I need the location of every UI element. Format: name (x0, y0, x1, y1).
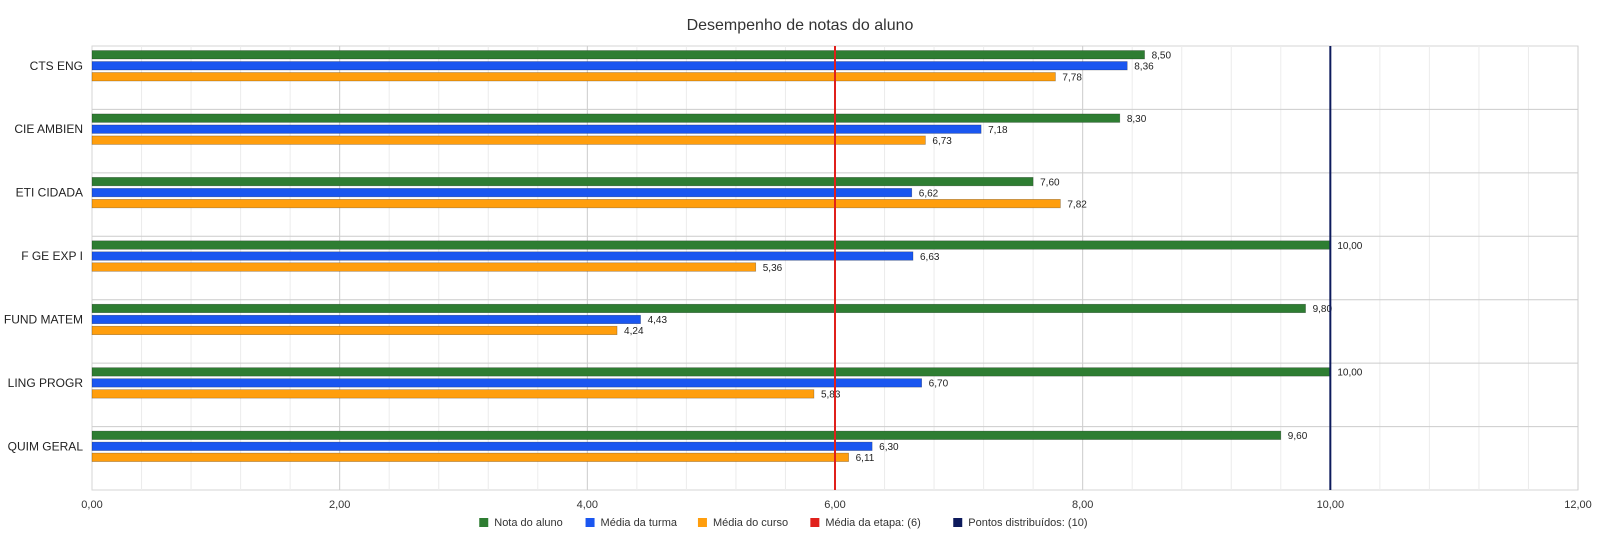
bar-media-curso (91, 389, 815, 399)
legend-label: Média da turma (601, 517, 678, 529)
legend-swatch (697, 518, 707, 527)
category-label: CTS ENG (30, 59, 83, 73)
x-tick-label: 10,00 (1317, 499, 1345, 511)
legend-label: Média do curso (713, 517, 788, 529)
data-label: 10,00 (1337, 241, 1362, 252)
category-label: LING PROGR (8, 376, 84, 390)
data-label: 6,62 (919, 188, 939, 199)
data-label: 7,18 (988, 125, 1008, 136)
bar-nota-aluno (91, 430, 1282, 440)
data-label: 8,30 (1127, 114, 1147, 125)
x-tick-label: 12,00 (1564, 499, 1592, 511)
bar-media-curso (91, 135, 926, 145)
data-label: 4,43 (648, 315, 668, 326)
legend-swatch (479, 518, 489, 527)
bar-media-curso (91, 72, 1056, 82)
data-label: 6,63 (920, 252, 940, 263)
bar-nota-aluno (91, 113, 1121, 123)
legend-swatch (953, 518, 963, 527)
bar-nota-aluno (91, 303, 1306, 314)
data-label: 8,50 (1152, 51, 1172, 62)
data-label: 8,36 (1134, 62, 1154, 73)
x-tick-label: 4,00 (577, 499, 598, 511)
category-label: QUIM GERAL (8, 439, 84, 453)
bar-media-turma (91, 378, 922, 388)
category-label: CIE AMBIEN (14, 122, 83, 136)
data-label: 7,78 (1062, 73, 1082, 84)
x-tick-label: 8,00 (1072, 499, 1093, 511)
bar-media-curso (91, 325, 618, 336)
bar-media-turma (91, 124, 982, 134)
bar-media-turma (91, 188, 913, 198)
data-label: 6,11 (856, 453, 875, 464)
x-tick-label: 6,00 (824, 499, 845, 511)
data-label: 4,24 (624, 326, 644, 337)
legend-swatch (585, 518, 595, 527)
bar-nota-aluno (91, 50, 1145, 60)
category-label: ETI CIDADA (16, 186, 83, 200)
bar-media-turma (91, 314, 641, 325)
legend-label: Pontos distribuídos: (10) (968, 517, 1087, 529)
bar-media-turma (91, 251, 914, 261)
data-label: 7,60 (1040, 177, 1060, 188)
legend-label: Média da etapa: (6) (825, 517, 920, 529)
bar-media-curso (91, 199, 1061, 209)
bar-media-curso (91, 262, 757, 272)
data-label: 6,73 (932, 136, 952, 147)
data-label: 9,80 (1313, 304, 1333, 315)
data-label: 6,70 (929, 379, 949, 390)
bar-nota-aluno (91, 367, 1331, 377)
data-label: 10,00 (1337, 368, 1362, 379)
bar-nota-aluno (91, 177, 1034, 187)
chart-title: Desempenho de notas do aluno (687, 17, 914, 34)
bar-nota-aluno (91, 240, 1331, 250)
bar-media-turma (91, 61, 1128, 71)
x-tick-label: 2,00 (329, 499, 350, 511)
legend-label: Nota do aluno (494, 517, 563, 529)
data-label: 7,82 (1067, 199, 1087, 210)
data-label: 5,36 (763, 263, 783, 274)
x-tick-label: 0,00 (81, 499, 102, 511)
data-label: 5,83 (821, 390, 841, 401)
bar-media-turma (91, 441, 873, 451)
bar-media-curso (91, 452, 849, 462)
category-label: F GE EXP I (21, 249, 83, 263)
category-label: FUND MATEM (4, 312, 83, 326)
legend-swatch (810, 518, 820, 527)
data-label: 9,60 (1288, 431, 1308, 442)
data-label: 6,30 (879, 442, 899, 453)
